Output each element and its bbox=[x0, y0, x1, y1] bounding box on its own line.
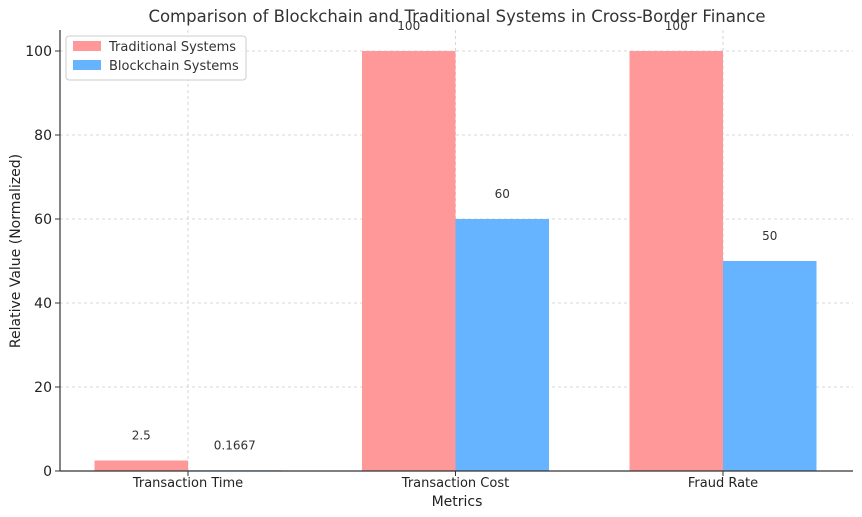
y-tick-label: 60 bbox=[34, 212, 52, 228]
axis-ticks: 0 20 40 60 80 100 Transaction Time Transaction … bbox=[25, 44, 758, 491]
legend-swatch-blockchain bbox=[73, 60, 101, 70]
axes bbox=[59, 30, 853, 472]
chart-title: Comparison of Blockchain and Traditional… bbox=[148, 7, 765, 26]
bar-blockchain bbox=[455, 219, 549, 471]
data-label: 0.1667 bbox=[214, 438, 256, 452]
y-tick-label: 0 bbox=[43, 464, 52, 480]
bar-blockchain bbox=[723, 261, 817, 471]
bar-traditional bbox=[94, 460, 188, 471]
y-tick-label: 20 bbox=[34, 380, 52, 396]
legend-frame bbox=[65, 35, 247, 81]
y-tick-label: 100 bbox=[25, 44, 52, 60]
y-axis-label: Relative Value (Normalized) bbox=[8, 154, 24, 348]
data-label: 50 bbox=[762, 229, 777, 243]
legend-swatch-traditional bbox=[73, 41, 101, 51]
x-tick-label: Transaction Cost bbox=[401, 476, 509, 491]
y-tick-label: 40 bbox=[34, 296, 52, 312]
data-label: 100 bbox=[665, 19, 688, 33]
legend-label-blockchain: Blockchain Systems bbox=[109, 59, 239, 74]
bar-traditional bbox=[362, 51, 456, 471]
x-tick-label: Transaction Time bbox=[132, 476, 243, 491]
data-label: 100 bbox=[397, 19, 420, 33]
y-tick-label: 80 bbox=[34, 128, 52, 144]
data-label: 60 bbox=[495, 187, 510, 201]
legend-label-traditional: Traditional Systems bbox=[108, 40, 236, 55]
bars bbox=[94, 51, 817, 471]
data-label: 2.5 bbox=[132, 429, 151, 443]
legend: Traditional Systems Blockchain Systems bbox=[65, 35, 247, 81]
x-tick-label: Fraud Rate bbox=[688, 476, 758, 491]
bar-traditional bbox=[629, 51, 723, 471]
x-axis-label: Metrics bbox=[432, 494, 483, 510]
data-labels: 2.5 100 100 0.1667 60 50 bbox=[132, 19, 778, 452]
